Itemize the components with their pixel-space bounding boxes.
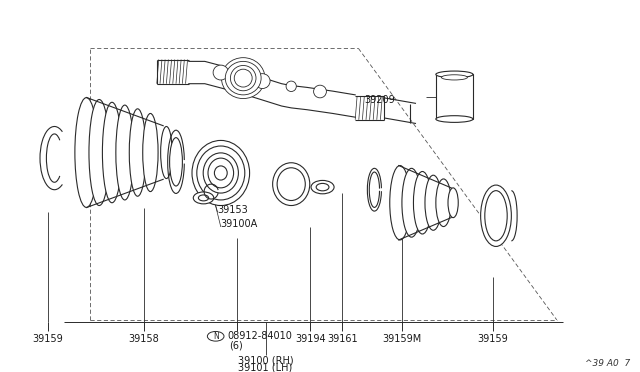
Text: 39161: 39161	[327, 334, 358, 344]
Ellipse shape	[208, 158, 234, 188]
Ellipse shape	[277, 168, 305, 201]
Ellipse shape	[255, 74, 270, 89]
Ellipse shape	[230, 65, 256, 91]
Ellipse shape	[273, 163, 310, 205]
Ellipse shape	[89, 99, 109, 205]
Ellipse shape	[402, 168, 421, 237]
Ellipse shape	[225, 61, 261, 95]
Ellipse shape	[425, 175, 442, 230]
Ellipse shape	[436, 71, 473, 78]
Text: 39100 (RH): 39100 (RH)	[238, 356, 293, 366]
Circle shape	[316, 183, 329, 191]
Ellipse shape	[102, 102, 122, 203]
Ellipse shape	[390, 166, 410, 240]
Circle shape	[193, 192, 214, 204]
Ellipse shape	[436, 116, 473, 122]
Ellipse shape	[75, 98, 98, 208]
Ellipse shape	[234, 69, 252, 87]
Ellipse shape	[143, 113, 158, 192]
Text: ^39 A0  7: ^39 A0 7	[585, 359, 630, 368]
Circle shape	[311, 180, 334, 194]
Ellipse shape	[448, 188, 458, 218]
Ellipse shape	[197, 146, 244, 200]
Ellipse shape	[413, 171, 431, 234]
Ellipse shape	[481, 185, 511, 247]
Ellipse shape	[442, 75, 467, 80]
Text: 39159: 39159	[33, 334, 63, 344]
Text: (6): (6)	[229, 340, 243, 350]
Text: 39159M: 39159M	[382, 334, 422, 344]
Text: N: N	[213, 332, 218, 341]
Ellipse shape	[485, 190, 508, 241]
Text: 39100A: 39100A	[221, 219, 258, 229]
Ellipse shape	[170, 138, 182, 186]
Ellipse shape	[436, 179, 451, 227]
Ellipse shape	[116, 105, 134, 200]
Text: 39101 (LH): 39101 (LH)	[239, 363, 292, 372]
Ellipse shape	[192, 140, 250, 205]
Ellipse shape	[129, 109, 146, 196]
Bar	[436, 74, 473, 119]
Ellipse shape	[286, 81, 296, 92]
Ellipse shape	[221, 58, 265, 99]
Ellipse shape	[213, 65, 228, 80]
Text: 39153: 39153	[218, 205, 248, 215]
Ellipse shape	[204, 153, 238, 193]
Text: 39194: 39194	[295, 334, 326, 344]
Text: 39159: 39159	[477, 334, 508, 344]
Ellipse shape	[314, 85, 326, 98]
Ellipse shape	[161, 126, 172, 179]
Text: 39158: 39158	[129, 334, 159, 344]
Text: 39209: 39209	[365, 96, 396, 105]
Ellipse shape	[214, 166, 227, 180]
Circle shape	[198, 195, 209, 201]
Text: 08912-84010: 08912-84010	[228, 331, 292, 341]
